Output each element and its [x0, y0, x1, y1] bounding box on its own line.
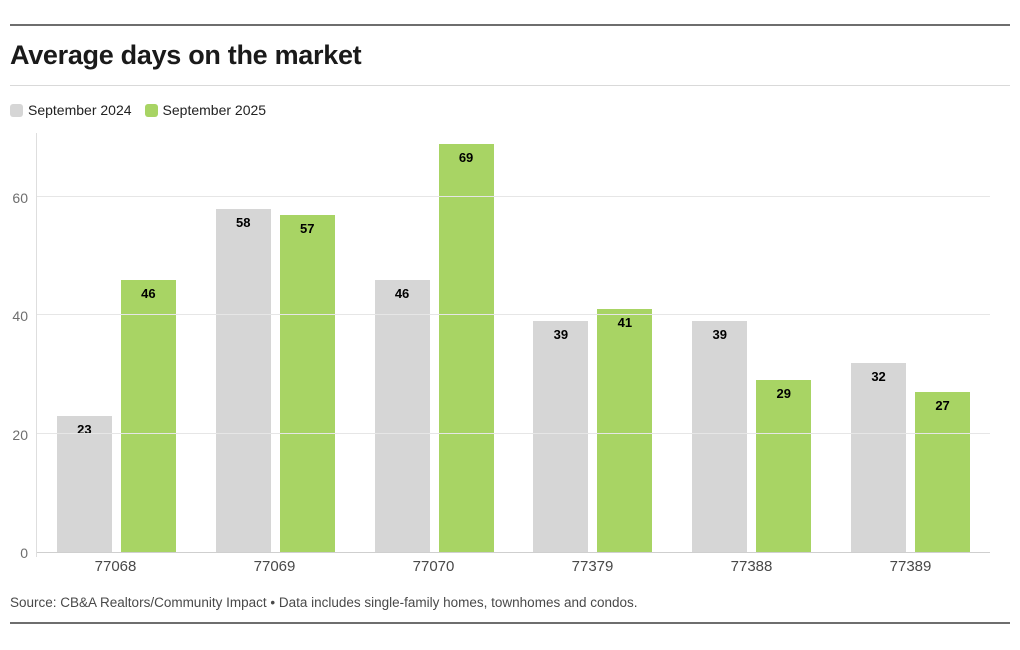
source-note: Source: CB&A Realtors/Community Impact •…: [10, 595, 638, 610]
bar-value-label: 23: [77, 422, 92, 437]
bar-group-77388: 39 29: [672, 133, 831, 552]
bar-77379-september-2025: 41: [597, 309, 653, 552]
bar-value-label: 39: [712, 327, 727, 342]
bar-value-label: 39: [553, 327, 569, 342]
x-axis-label-77379: 77379: [571, 558, 614, 575]
bar-77068-september-2024: 23: [56, 416, 112, 552]
gridline-40: [37, 314, 990, 315]
y-axis-tick: [36, 552, 37, 557]
bar-value-label: 32: [871, 369, 886, 384]
bar-group-77379: 39 41: [513, 133, 672, 552]
bar-group-77389: 32 27: [831, 133, 990, 552]
y-axis-tick-label: 20: [12, 427, 28, 443]
bar-77379-september-2024: 39: [533, 321, 589, 552]
bar-value-label: 57: [300, 221, 315, 236]
bar-77388-september-2025: 29: [756, 380, 812, 552]
legend-swatch-gray-icon: [10, 103, 23, 117]
bar-77068-september-2025: 46: [120, 280, 176, 552]
bar-77070-september-2025: 69: [438, 144, 494, 552]
top-divider: [10, 24, 1010, 26]
title-divider: [10, 85, 1010, 86]
legend-swatch-green-icon: [144, 103, 158, 117]
bar-value-label: 29: [776, 386, 791, 401]
bar-value-label: 46: [141, 286, 156, 301]
bottom-divider: [10, 622, 1010, 624]
bar-77069-september-2025: 57: [279, 215, 335, 552]
bar-value-label: 58: [236, 215, 251, 230]
y-axis-labels: 0 20 40 60: [0, 133, 28, 561]
bar-group-77068: 23 46: [37, 133, 196, 552]
bar-group-77070: 46 69: [355, 133, 514, 552]
bar-value-label: 27: [935, 398, 950, 413]
legend-item-september-2024: September 2024: [10, 102, 132, 118]
bar-value-label: 41: [617, 315, 633, 330]
plot-area: 23 46 58 57 46 69 39 41 39 29 32 27: [36, 133, 990, 557]
y-axis-tick-label: 0: [20, 545, 28, 561]
bar-77388-september-2024: 39: [692, 321, 748, 552]
x-axis-label-77070: 77070: [412, 558, 455, 575]
gridline-60: [37, 196, 990, 197]
y-axis-tick-label: 40: [12, 308, 28, 324]
bar-77389-september-2024: 32: [851, 363, 907, 552]
legend: September 2024 September 2025: [10, 102, 266, 118]
bar-group-77069: 58 57: [196, 133, 355, 552]
gridline-20: [37, 433, 990, 434]
bar-77070-september-2024: 46: [374, 280, 430, 552]
legend-item-september-2025: September 2025: [144, 102, 267, 118]
bar-value-label: 69: [458, 150, 474, 165]
chart-title: Average days on the market: [10, 40, 362, 70]
bar-77069-september-2024: 58: [215, 209, 271, 552]
x-axis-label-77388: 77388: [730, 558, 773, 575]
y-axis-tick-label: 60: [12, 190, 28, 206]
x-axis-labels: 77068 77069 77070 77379 77388 77389: [36, 558, 990, 575]
bar-groups: 23 46 58 57 46 69 39 41 39 29 32 27: [37, 133, 990, 552]
x-axis-label-77068: 77068: [94, 558, 137, 575]
x-axis-label-77069: 77069: [253, 558, 296, 575]
legend-label: September 2024: [28, 102, 132, 118]
bar-value-label: 46: [394, 286, 410, 301]
x-axis-label-77389: 77389: [889, 558, 932, 575]
bar-77389-september-2025: 27: [915, 392, 971, 552]
legend-label: September 2025: [162, 102, 267, 118]
